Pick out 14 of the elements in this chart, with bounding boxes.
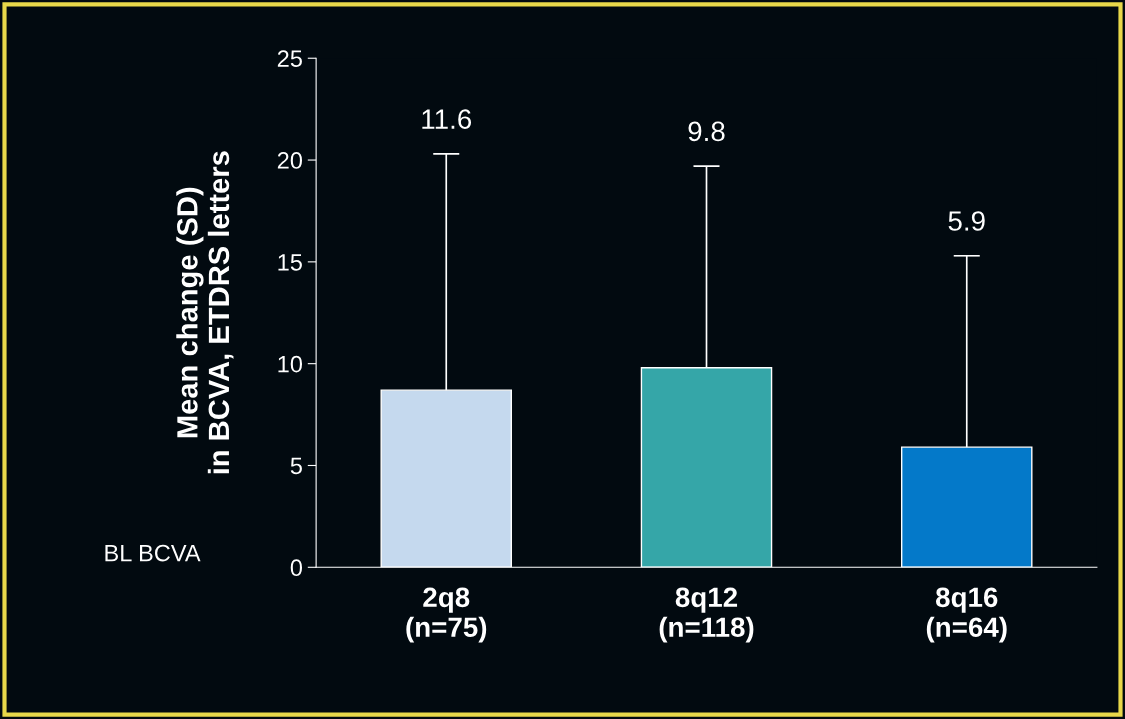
- y-tick-label: 5: [290, 457, 302, 475]
- y-tick-label: 0: [290, 559, 303, 577]
- y-tick-label: 10: [278, 355, 303, 373]
- y-axis-title: Mean change (SD) in BCVA, ETDRS letters: [176, 151, 234, 474]
- x-tick-label: 2q8 (n=75): [406, 587, 487, 643]
- x-tick-label: 8q16 (n=64): [926, 587, 1007, 643]
- annotation: 11.6: [422, 109, 472, 130]
- y-tick-label: 20: [277, 152, 303, 169]
- y-tick-label: 25: [277, 50, 302, 68]
- x-tick-label: 8q12 (n=118): [659, 587, 754, 643]
- text: BL BCVA: [105, 544, 201, 562]
- annotation: 5.9: [948, 211, 985, 231]
- y-tick-label: 15: [278, 254, 302, 271]
- annotation: 9.8: [688, 121, 725, 142]
